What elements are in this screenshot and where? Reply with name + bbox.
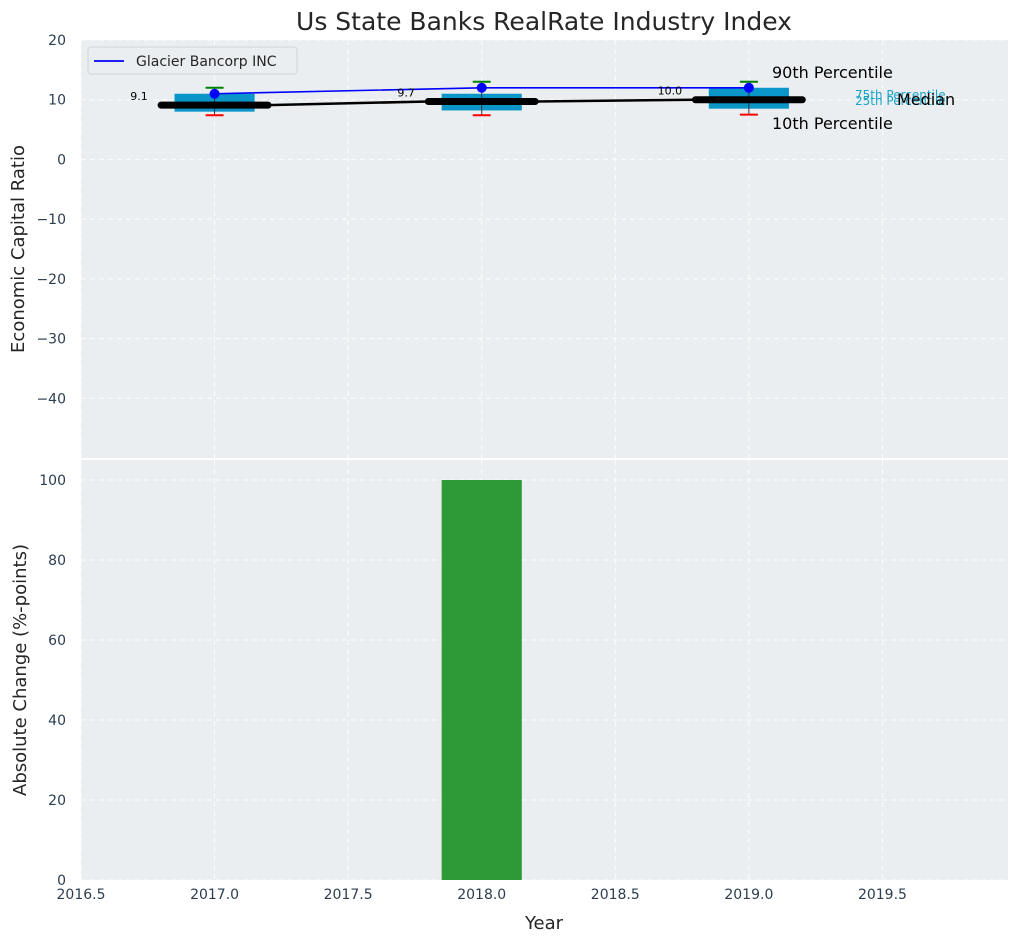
company-point-2019 xyxy=(743,82,754,93)
top-y-tick-label: −30 xyxy=(36,332,66,348)
x-tick-label: 2019.5 xyxy=(858,887,907,903)
top-y-tick-label: −40 xyxy=(36,391,66,407)
legend-box xyxy=(87,46,298,75)
legend-label: Glacier Bancorp INC xyxy=(136,54,277,70)
annotation-25th-percentile: 25th Percentile xyxy=(855,94,946,108)
annotation-75th-percentile: 75th Percentile xyxy=(855,88,946,102)
annotation-median: Median xyxy=(897,90,955,109)
annotation-90th-percentile: 90th Percentile xyxy=(772,63,893,82)
x-ticks: 2016.5 2017.0 2017.5 2018.0 2018.5 2019.0 2019… xyxy=(57,887,907,903)
chart-title: Us State Banks RealRate Industry Index xyxy=(296,7,792,36)
bottom-y-ticks: 0 20 40 60 80 100 xyxy=(39,473,66,889)
top-y-tick-label: 10 xyxy=(48,93,66,109)
median-value-label-2019: 10.0 xyxy=(658,85,683,98)
bottom-y-tick-label: 100 xyxy=(39,473,66,489)
annotation-10th-percentile: 10th Percentile xyxy=(772,114,893,133)
x-tick-label: 2017.5 xyxy=(324,887,373,903)
legend: Glacier Bancorp INC xyxy=(87,46,298,75)
top-y-tick-label: 0 xyxy=(57,152,66,168)
bar-series xyxy=(441,480,522,880)
median-line xyxy=(161,98,803,107)
x-tick-label: 2018.0 xyxy=(457,887,506,903)
median-value-label-2018: 9.7 xyxy=(397,87,415,100)
top-y-tick-label: −20 xyxy=(36,272,66,288)
company-point-2017 xyxy=(209,88,220,99)
bottom-y-tick-label: 80 xyxy=(48,553,66,569)
bottom-y-tick-label: 0 xyxy=(57,873,66,889)
x-tick-label: 2016.5 xyxy=(57,887,106,903)
company-point-2018 xyxy=(476,82,487,93)
bar-2018 xyxy=(441,480,522,880)
top-y-ticks: 20 10 0 −10 −20 −30 −40 xyxy=(36,33,66,407)
x-axis-label: Year xyxy=(524,913,564,934)
series-lines xyxy=(81,82,1008,460)
top-y-tick-label: 20 xyxy=(48,33,66,49)
bottom-y-tick-label: 40 xyxy=(48,713,66,729)
bottom-panel-background xyxy=(81,460,1008,880)
data-labels: 9.1 9.7 10.0 xyxy=(130,85,682,103)
x-tick-label: 2018.5 xyxy=(591,887,640,903)
bottom-y-tick-label: 60 xyxy=(48,633,66,649)
x-tick-label: 2017.0 xyxy=(190,887,239,903)
top-y-tick-label: −10 xyxy=(36,212,66,228)
bottom-y-tick-label: 20 xyxy=(48,793,66,809)
bottom-y-axis-label: Absolute Change (%-points) xyxy=(10,544,31,796)
top-y-axis-label: Economic Capital Ratio xyxy=(8,145,29,353)
x-tick-label: 2019.0 xyxy=(724,887,773,903)
median-value-label-2017: 9.1 xyxy=(130,90,148,103)
